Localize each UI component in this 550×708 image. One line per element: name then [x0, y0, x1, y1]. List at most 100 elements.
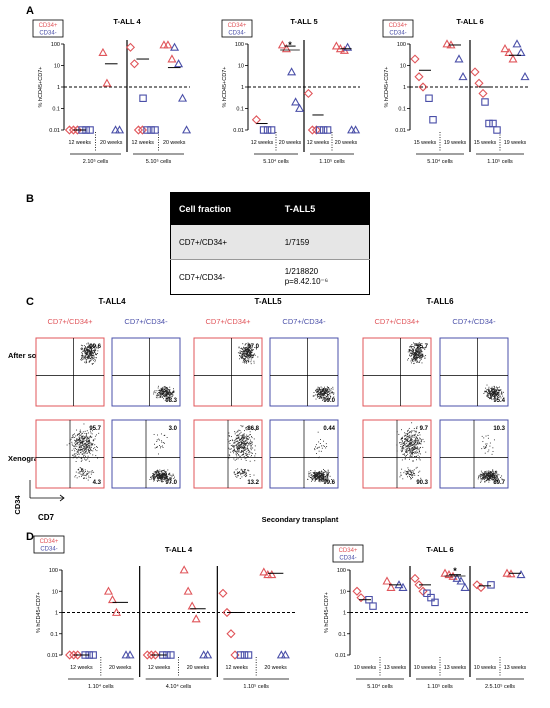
- flow-dot: [406, 448, 408, 449]
- flow-dot: [83, 449, 85, 451]
- flow-dot: [414, 474, 416, 476]
- flow-dot: [493, 385, 495, 387]
- flow-dot: [87, 350, 89, 352]
- flow-dot: [323, 387, 325, 389]
- flow-dot: [254, 354, 256, 356]
- flow-dot: [77, 450, 79, 452]
- flow-dot: [89, 356, 91, 358]
- flow-dot: [486, 394, 488, 396]
- flow-dot: [84, 353, 86, 355]
- flow-dot: [158, 397, 160, 399]
- flow-dot: [481, 479, 483, 481]
- flow-dot: [322, 394, 323, 396]
- flow-dot: [244, 344, 246, 346]
- flow-dot: [160, 479, 162, 481]
- data-point-cd34pos: [98, 47, 108, 56]
- flow-dot: [493, 477, 495, 479]
- flow-dot: [403, 442, 405, 444]
- flow-dot: [229, 443, 231, 445]
- flow-dot: [91, 471, 93, 473]
- flow-dot: [491, 396, 493, 398]
- flow-dot: [329, 394, 331, 396]
- flow-dot: [84, 469, 86, 471]
- flow-dot: [414, 352, 416, 354]
- flow-dot: [231, 444, 233, 446]
- flow-dot: [155, 471, 157, 472]
- flow-dot: [319, 391, 321, 393]
- flow-dot: [323, 390, 325, 392]
- flow-dot: [91, 353, 93, 354]
- flow-dot: [322, 474, 324, 476]
- flow-dot: [413, 354, 415, 356]
- flow-dot: [415, 356, 417, 358]
- flow-dot: [237, 447, 238, 449]
- flow-dot: [317, 391, 318, 392]
- flow-dot: [152, 479, 154, 480]
- flow-dot: [499, 395, 501, 397]
- flow-dot: [418, 351, 420, 353]
- flow-dot: [413, 346, 415, 348]
- flow-dot: [153, 474, 154, 476]
- flow-dot: [417, 355, 419, 357]
- flow-dot: [77, 452, 79, 454]
- flow-dot: [166, 390, 168, 392]
- dose-label: 5.10⁴ cells: [427, 158, 453, 165]
- flow-dot: [400, 444, 402, 445]
- flow-dot: [245, 448, 247, 450]
- flow-dot: [317, 395, 319, 397]
- flow-dot: [157, 477, 159, 479]
- flow-dot: [308, 471, 310, 473]
- flow-dot: [241, 454, 243, 456]
- flow-dot: [153, 433, 155, 435]
- y-tick-label: 10: [238, 64, 244, 70]
- flow-dot: [406, 438, 408, 440]
- flow-dot: [410, 451, 412, 453]
- data-point-cd34neg: [516, 569, 526, 579]
- flow-dot: [166, 394, 168, 396]
- flow-dot: [84, 458, 86, 460]
- flow-dot: [491, 395, 492, 397]
- flow-dot: [81, 438, 83, 440]
- flow-dot: [237, 468, 239, 470]
- dose-label: 4.10⁴ cells: [166, 683, 192, 690]
- flow-dot: [406, 449, 408, 450]
- flow-dot: [77, 439, 79, 441]
- flow-dot: [416, 361, 418, 363]
- flow-dot: [415, 350, 417, 352]
- flow-dot: [166, 391, 168, 393]
- flow-dot: [501, 478, 503, 480]
- flow-dot: [411, 451, 413, 453]
- flow-dot: [243, 471, 244, 473]
- flow-dot: [492, 389, 494, 390]
- flow-dot: [158, 471, 160, 473]
- flow-dot: [167, 392, 169, 394]
- flow-dot: [311, 479, 313, 481]
- flow-dot: [155, 474, 157, 476]
- flow-dot: [241, 351, 243, 352]
- flow-dot: [419, 360, 421, 362]
- flow-dot: [82, 436, 84, 437]
- flow-dot: [483, 475, 485, 477]
- flow-dot: [248, 438, 250, 440]
- flow-dot: [85, 447, 87, 449]
- flow-dot: [234, 459, 236, 461]
- flow-dot: [237, 430, 239, 432]
- flow-dot: [250, 355, 252, 357]
- flow-dot: [414, 441, 416, 443]
- flow-dot: [89, 441, 91, 442]
- flow-dot: [323, 391, 325, 393]
- table-header-cell-fraction: Cell fraction: [170, 192, 277, 225]
- flow-dot: [325, 471, 327, 473]
- flow-dot: [494, 396, 496, 397]
- y-tick-label: 10: [340, 589, 346, 595]
- flow-dot: [250, 446, 252, 448]
- flow-dot: [415, 354, 416, 356]
- flow-dot: [421, 351, 423, 353]
- flow-dot: [498, 392, 500, 394]
- flow-dot: [153, 391, 155, 393]
- flow-dot: [169, 472, 171, 474]
- flow-dot: [249, 437, 251, 439]
- flow-dot: [418, 442, 420, 444]
- data-point-cd34neg: [267, 126, 276, 134]
